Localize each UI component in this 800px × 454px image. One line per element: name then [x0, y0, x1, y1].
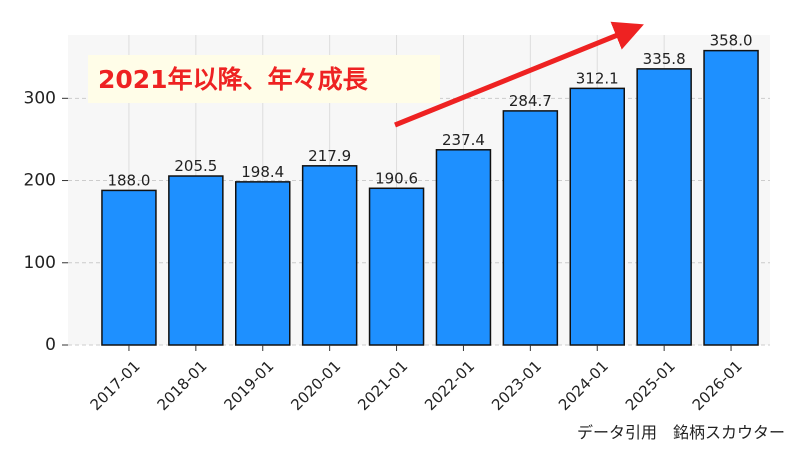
- x-tick-label: 2024-01: [555, 357, 612, 414]
- value-label: 217.9: [308, 147, 351, 165]
- bar: [368, 187, 425, 346]
- trend-arrow: [394, 21, 644, 128]
- bar: [703, 49, 759, 346]
- annotation: 2021年以降、年々成長: [98, 65, 369, 94]
- bar: [569, 87, 625, 346]
- bar: [101, 189, 157, 346]
- bar: [168, 175, 224, 346]
- value-label: 188.0: [107, 171, 150, 189]
- value-label: 312.1: [576, 69, 619, 87]
- value-label: 284.7: [509, 92, 552, 110]
- value-label: 205.5: [174, 157, 217, 175]
- value-label: 358.0: [710, 32, 753, 50]
- y-tick-label: 200: [24, 171, 56, 191]
- x-tick-label: 2018-01: [154, 357, 211, 414]
- y-tick-label: 100: [24, 253, 56, 273]
- x-tick-label: 2026-01: [689, 357, 746, 414]
- value-label: 190.6: [375, 169, 418, 187]
- footer: データ引用 銘柄スカウター: [577, 423, 785, 442]
- y-tick-label: 300: [24, 88, 56, 108]
- bar: [636, 68, 692, 346]
- x-tick-label: 2022-01: [421, 357, 478, 414]
- y-tick-label: 0: [45, 335, 56, 355]
- x-tick-label: 2025-01: [622, 357, 679, 414]
- value-label: 198.4: [241, 163, 284, 181]
- x-tick-label: 2017-01: [87, 357, 144, 414]
- x-tick-label: 2021-01: [354, 357, 411, 414]
- bar-layer: [101, 49, 759, 346]
- x-tick-label: 2020-01: [287, 357, 344, 414]
- bar: [235, 181, 291, 346]
- bar: [502, 110, 559, 346]
- value-label: 237.4: [442, 131, 485, 149]
- annotation-box: [88, 55, 440, 103]
- bar: [435, 149, 492, 346]
- x-tick-label: 2023-01: [488, 357, 545, 414]
- bar: [301, 165, 358, 346]
- x-tick-label: 2019-01: [220, 357, 277, 414]
- value-label: 335.8: [643, 50, 686, 68]
